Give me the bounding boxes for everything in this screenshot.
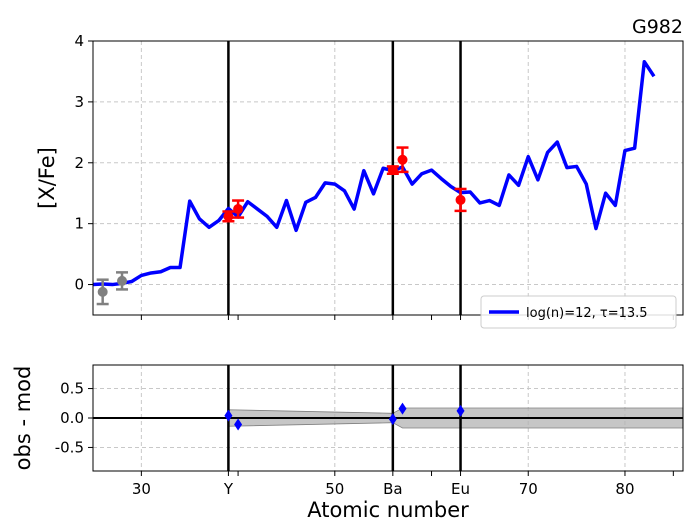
legend-entry: log(n)=12, τ=13.5: [480, 295, 677, 329]
y-tick-label: 3: [74, 93, 84, 111]
top-panel: 0 1 2 3 4 G982 [X/Fe] log(n)=12, τ=13.5: [35, 16, 684, 329]
residual-point: [234, 418, 243, 431]
x-axis-label: Atomic number: [307, 498, 469, 522]
x-tick-label: Ba: [383, 480, 402, 498]
observed-points: [222, 146, 467, 223]
bottom-xticks: 30 Y 50 Ba Eu 70 80: [132, 471, 674, 498]
x-tick-label: Y: [223, 480, 234, 498]
top-yticks: 0 1 2 3 4: [74, 32, 93, 294]
residual-point: [398, 402, 407, 415]
observed-point: [397, 154, 408, 165]
x-tick-label: 30: [132, 480, 151, 498]
legend-frame-box: [480, 295, 677, 329]
bottom-panel: -0.5 0.0 0.5 30 Y 50 Ba Eu 70 80 obs - mod Atomi…: [11, 364, 684, 522]
y-tick-label: 2: [74, 154, 84, 172]
y-tick-label: 1: [74, 215, 84, 233]
y-tick-label: 0.5: [60, 380, 84, 398]
bottom-yticks: -0.5 0.0 0.5: [55, 380, 93, 456]
top-frame: [92, 40, 684, 316]
y-tick-label: 4: [74, 32, 84, 50]
legend-label: log(n)=12, τ=13.5: [526, 306, 648, 321]
light-point: [97, 286, 108, 297]
x-tick-label: 80: [615, 480, 634, 498]
residual-point: [388, 413, 397, 426]
light-point: [117, 275, 128, 286]
chart-title: G982: [632, 16, 683, 38]
observed-point: [387, 165, 398, 176]
top-y-axis-label: [X/Fe]: [35, 147, 59, 209]
observed-point: [233, 204, 244, 215]
x-tick-label: 50: [325, 480, 344, 498]
light-points: [96, 271, 129, 306]
top-vlines: [227, 41, 462, 315]
residual-point: [224, 409, 233, 422]
residual-point: [456, 404, 465, 417]
bottom-y-axis-label: obs - mod: [11, 366, 35, 471]
y-tick-label: 0.0: [60, 409, 84, 427]
x-tick-label: Eu: [451, 480, 470, 498]
y-tick-label: 0: [74, 276, 84, 294]
model-line: [93, 59, 656, 287]
residual-points: [224, 402, 465, 431]
observed-point: [455, 194, 466, 205]
x-tick-label: 70: [519, 480, 538, 498]
y-tick-label: -0.5: [55, 438, 84, 456]
top-grid: [93, 40, 683, 315]
observed-point: [223, 211, 234, 222]
